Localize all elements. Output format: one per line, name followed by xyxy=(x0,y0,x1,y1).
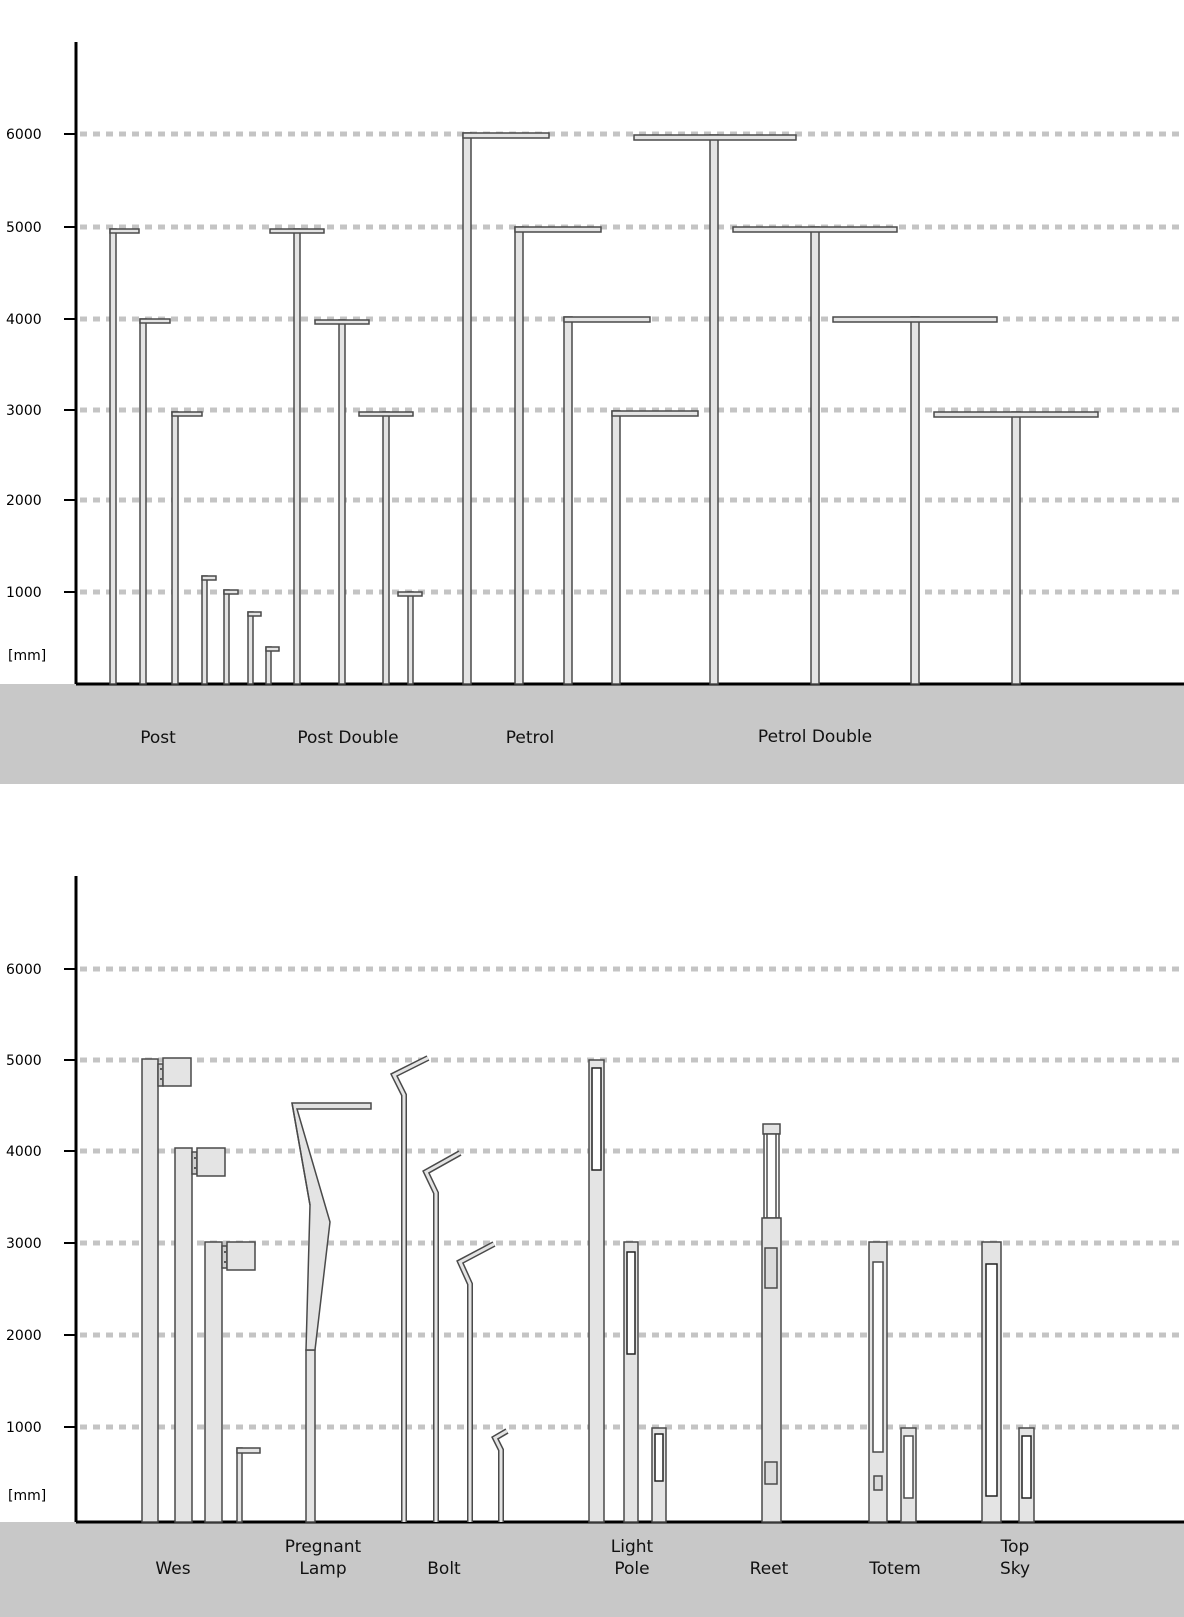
pole-petrol-4000 xyxy=(563,316,651,685)
pole-bolt-4000 xyxy=(422,1150,462,1522)
pole-post-double-1000 xyxy=(397,591,423,685)
pole-post-780 xyxy=(247,611,262,685)
pole-top-sky-3000 xyxy=(981,1241,1002,1523)
pole-pregnant-lamp-4550 xyxy=(291,1102,372,1523)
top-panel: 6000 5000 4000 3000 2000 1000 [mm] xyxy=(0,42,1184,784)
tick-label-3000: 3000 xyxy=(6,1236,42,1252)
pole-light-pole-5000 xyxy=(588,1059,605,1523)
unit-label: [mm] xyxy=(8,648,46,664)
pole-top-sky-1000 xyxy=(1018,1427,1035,1523)
pole-petrol-double-3000 xyxy=(933,411,1099,685)
tick-label-2000: 2000 xyxy=(6,1328,42,1344)
pole-wes-4000 xyxy=(174,1147,226,1523)
pole-wes-780 xyxy=(236,1447,261,1523)
pole-post-5000 xyxy=(109,228,140,685)
tick-label-4000: 4000 xyxy=(6,312,42,328)
y-ticks xyxy=(64,133,76,593)
pole-light-pole-1000 xyxy=(651,1427,667,1523)
tick-label-1000: 1000 xyxy=(6,585,42,601)
pole-reet-4250 xyxy=(761,1123,782,1523)
tick-label-2000: 2000 xyxy=(6,493,42,509)
tick-label-5000: 5000 xyxy=(6,1053,42,1069)
category-label-post-double: Post Double xyxy=(297,728,398,748)
category-label-post: Post xyxy=(140,728,176,748)
category-label-bolt: Bolt xyxy=(427,1559,461,1579)
pole-post-400 xyxy=(265,646,280,685)
category-label-top-sky-line1: Top xyxy=(1000,1537,1030,1557)
bottom-panel: 6000 5000 4000 3000 2000 1000 [mm] xyxy=(0,876,1184,1617)
pole-post-1150 xyxy=(201,575,217,685)
category-band xyxy=(0,1522,1184,1617)
pole-post-double-3000 xyxy=(358,411,414,685)
category-label-totem: Totem xyxy=(868,1559,921,1579)
pole-post-1000 xyxy=(223,589,239,685)
pole-post-4000 xyxy=(139,318,171,685)
tick-label-6000: 6000 xyxy=(6,962,42,978)
pole-light-pole-3000 xyxy=(623,1241,639,1523)
category-label-petrol-double: Petrol Double xyxy=(758,727,872,747)
pole-bolt-3000 xyxy=(456,1241,496,1522)
category-label-reet: Reet xyxy=(750,1559,789,1579)
category-label-wes: Wes xyxy=(155,1559,190,1579)
poles xyxy=(141,1055,1035,1523)
tick-label-4000: 4000 xyxy=(6,1144,42,1160)
tick-label-1000: 1000 xyxy=(6,1420,42,1436)
pole-wes-5000 xyxy=(141,1057,192,1523)
pole-petrol-6000 xyxy=(462,132,550,685)
pole-totem-1000 xyxy=(900,1427,917,1523)
tick-label-5000: 5000 xyxy=(6,220,42,236)
poles xyxy=(109,132,1099,685)
category-label-pregnant-lamp-line2: Lamp xyxy=(299,1559,346,1579)
pole-petrol-5000 xyxy=(514,226,602,685)
category-band xyxy=(0,684,1184,784)
pole-petrol-double-5000 xyxy=(732,226,898,685)
unit-label: [mm] xyxy=(8,1488,46,1504)
pole-petrol-3000 xyxy=(611,410,699,685)
tick-label-6000: 6000 xyxy=(6,127,42,143)
category-label-petrol: Petrol xyxy=(506,728,555,748)
pole-totem-3000 xyxy=(868,1241,888,1523)
pole-post-3000 xyxy=(171,411,203,685)
category-label-light-pole-line2: Pole xyxy=(614,1559,649,1579)
pole-petrol-double-6000 xyxy=(633,134,797,685)
tick-label-3000: 3000 xyxy=(6,403,42,419)
pole-bolt-5000 xyxy=(389,1055,430,1522)
category-label-light-pole-line1: Light xyxy=(611,1537,654,1557)
pole-wes-3000 xyxy=(204,1241,256,1523)
category-label-top-sky-line2: Sky xyxy=(1000,1559,1030,1579)
category-label-pregnant-lamp-line1: Pregnant xyxy=(285,1537,362,1557)
pole-petrol-double-4000 xyxy=(832,316,998,685)
pole-bolt-1000 xyxy=(491,1428,509,1522)
pole-post-double-4000 xyxy=(314,319,370,685)
pole-post-double-5000 xyxy=(269,228,325,685)
y-ticks xyxy=(64,968,76,1428)
